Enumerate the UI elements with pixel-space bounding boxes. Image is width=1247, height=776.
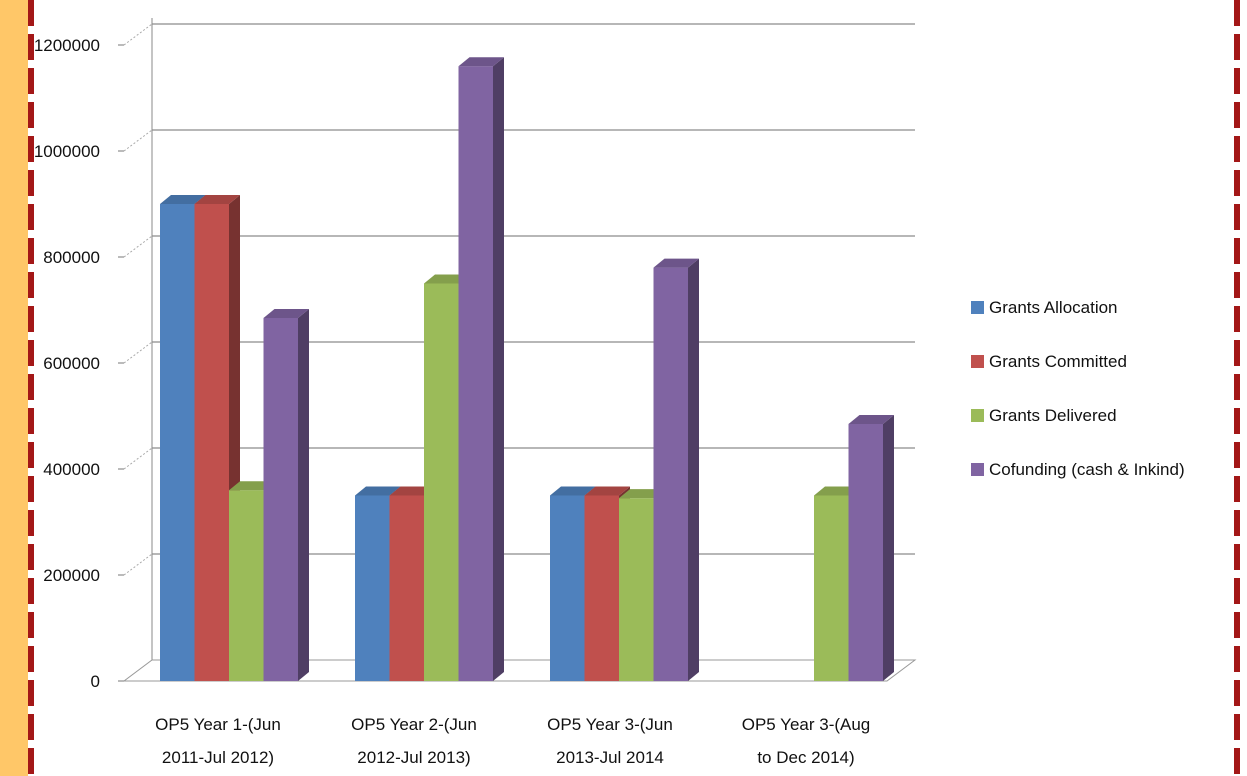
bar-front	[814, 495, 849, 681]
legend-swatch	[971, 301, 984, 314]
x-category-label: to Dec 2014)	[757, 748, 854, 767]
gridline-depth	[123, 553, 153, 576]
bars-layer	[160, 57, 894, 681]
gridline-depth	[123, 129, 153, 152]
bar-side	[688, 258, 699, 681]
x-category-label: 2013-Jul 2014	[556, 748, 664, 767]
legend-swatch	[971, 409, 984, 422]
legend-label: Grants Committed	[989, 352, 1127, 371]
bar	[263, 308, 309, 681]
bar-top	[653, 258, 699, 268]
y-tick-label: 600000	[43, 354, 100, 373]
bar-front	[160, 204, 195, 681]
legend-label: Grants Delivered	[989, 406, 1117, 425]
bar-top	[584, 486, 630, 496]
bar-top	[355, 486, 401, 496]
bar-side	[883, 414, 894, 681]
gridline-depth	[123, 447, 153, 470]
gridline-depth	[123, 341, 153, 364]
y-tick-label: 800000	[43, 248, 100, 267]
x-category-label: OP5 Year 1-(Jun	[155, 715, 281, 734]
y-tick-label: 1200000	[34, 36, 100, 55]
gridline-depth	[123, 235, 153, 258]
y-tick-label: 200000	[43, 566, 100, 585]
left-dashed-border	[28, 0, 34, 776]
bar-side	[298, 308, 309, 681]
left-decorative-strip	[0, 0, 28, 776]
bar-top	[619, 489, 665, 499]
bar-top	[458, 57, 504, 67]
bar-front	[550, 495, 585, 681]
bar-top	[263, 308, 309, 318]
gridline-depth	[123, 23, 153, 46]
bar-front	[229, 490, 264, 681]
bar-front	[263, 317, 298, 681]
x-category-label: OP5 Year 2-(Jun	[351, 715, 477, 734]
y-axis-ticks: 0 200000 400000 600000 800000 1000000 1200000	[34, 36, 100, 691]
bar-top	[194, 195, 240, 204]
x-category-label: OP5 Year 3-(Jun	[547, 715, 673, 734]
bar-top	[424, 274, 470, 284]
bar-top	[229, 481, 275, 491]
bar-front	[458, 66, 493, 681]
bar-front	[653, 267, 688, 681]
legend-label: Grants Allocation	[989, 298, 1118, 317]
bar-front	[194, 204, 229, 681]
bar	[848, 414, 894, 681]
x-category-label: 2012-Jul 2013)	[357, 748, 470, 767]
y-tick-label: 400000	[43, 460, 100, 479]
bar-top	[550, 486, 596, 496]
x-axis-categories: OP5 Year 1-(Jun 2011-Jul 2012) OP5 Year 2-…	[155, 715, 870, 767]
bar-side	[493, 57, 504, 681]
bar-front	[848, 423, 883, 681]
legend-swatch	[971, 355, 984, 368]
bar	[458, 57, 504, 681]
bar-top	[848, 414, 894, 424]
bar-top	[814, 486, 860, 496]
bar-top	[389, 486, 435, 496]
legend: Grants Allocation Grants Committed Grants …	[971, 298, 1185, 479]
y-tick-label: 0	[91, 672, 100, 691]
bar-front	[619, 498, 654, 681]
bar-top	[160, 195, 206, 204]
y-tick-label: 1000000	[34, 142, 100, 161]
legend-label: Cofunding (cash & Inkind)	[989, 460, 1185, 479]
bar-front	[389, 495, 424, 681]
right-dashed-border	[1234, 0, 1240, 776]
grid-layer	[118, 18, 917, 682]
x-category-label: 2011-Jul 2012)	[162, 748, 274, 767]
bar	[653, 258, 699, 681]
bar-front	[424, 283, 459, 681]
legend-swatch	[971, 463, 984, 476]
bar-front	[584, 495, 619, 681]
bar-front	[355, 495, 390, 681]
x-category-label: OP5 Year 3-(Aug	[742, 715, 871, 734]
